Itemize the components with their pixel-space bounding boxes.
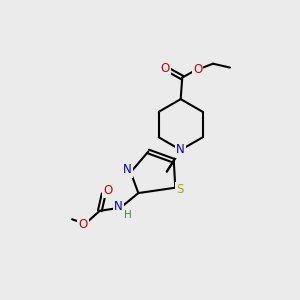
Text: N: N bbox=[114, 200, 123, 213]
Text: O: O bbox=[103, 184, 112, 196]
Text: S: S bbox=[176, 183, 184, 196]
Text: O: O bbox=[193, 63, 202, 76]
Text: O: O bbox=[161, 62, 170, 75]
Text: O: O bbox=[78, 218, 88, 231]
Text: H: H bbox=[124, 210, 131, 220]
Text: N: N bbox=[123, 164, 132, 176]
Text: N: N bbox=[176, 143, 185, 157]
